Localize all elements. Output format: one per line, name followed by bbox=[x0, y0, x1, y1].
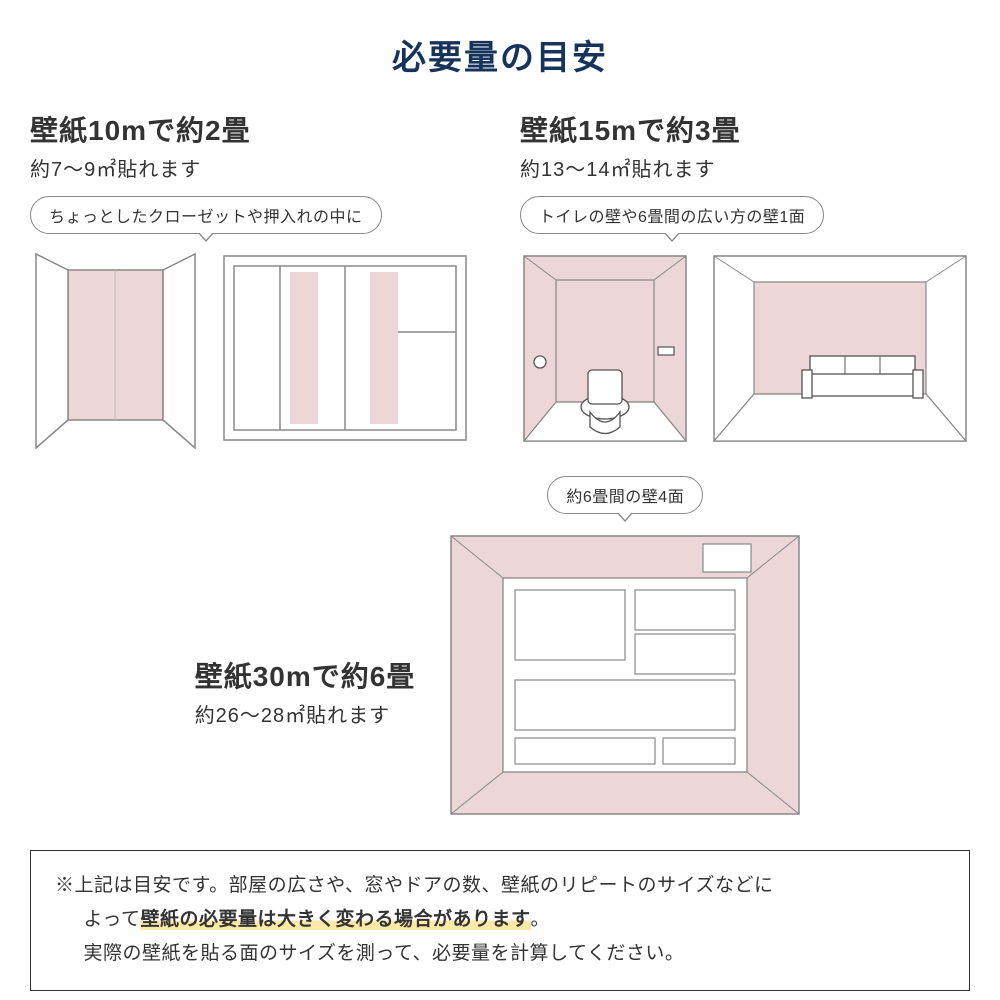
section-30m: 壁紙30mで約6畳 約26～28㎡貼れます 約6畳間の壁4面 bbox=[30, 462, 970, 820]
room-wall-illustration bbox=[710, 252, 970, 452]
section-title: 壁紙10mで約2畳 bbox=[30, 109, 480, 149]
section-sub: 約26～28㎡貼れます bbox=[195, 699, 416, 728]
note-highlight: 壁紙の必要量は大きく変わる場合があります bbox=[140, 909, 530, 930]
note-line-2: よって壁紙の必要量は大きく変わる場合があります。 bbox=[55, 903, 945, 937]
note-line-3: 実際の壁紙を貼る面のサイズを測って、必要量を計算してください。 bbox=[55, 937, 945, 971]
section-10m: 壁紙10mで約2畳 約7～9㎡貼れます ちょっとしたクローゼットや押入れの中に bbox=[30, 109, 480, 452]
note-text: よって bbox=[84, 909, 141, 930]
section-15m: 壁紙15mで約3畳 約13～14㎡貼れます トイレの壁や6畳間の広い方の壁1面 bbox=[520, 109, 970, 452]
caption-bubble: トイレの壁や6畳間の広い方の壁1面 bbox=[520, 196, 824, 234]
closet-illustration bbox=[30, 252, 200, 452]
toilet-illustration bbox=[520, 252, 690, 452]
note-text: 。 bbox=[531, 909, 551, 930]
page-title: 必要量の目安 bbox=[30, 30, 970, 79]
illustration-row bbox=[30, 252, 480, 452]
section-title: 壁紙30mで約6畳 bbox=[195, 655, 416, 695]
section-sub: 約7～9㎡貼れます bbox=[30, 153, 480, 182]
section-sub: 約13～14㎡貼れます bbox=[520, 153, 970, 182]
sliding-closet-illustration bbox=[220, 252, 470, 452]
caption-bubble: 約6畳間の壁4面 bbox=[547, 476, 703, 514]
sections-grid: 壁紙10mで約2畳 約7～9㎡貼れます ちょっとしたクローゼットや押入れの中に bbox=[30, 109, 970, 452]
section-title: 壁紙15mで約3畳 bbox=[520, 109, 970, 149]
room-4walls-illustration bbox=[445, 530, 805, 820]
disclaimer-box: ※上記は目安です。部屋の広さや、窓やドアの数、壁紙のリピートのサイズなどに よっ… bbox=[30, 850, 970, 991]
note-line-1: ※上記は目安です。部屋の広さや、窓やドアの数、壁紙のリピートのサイズなどに bbox=[55, 869, 945, 903]
illustration-row bbox=[520, 252, 970, 452]
caption-bubble: ちょっとしたクローゼットや押入れの中に bbox=[30, 196, 382, 234]
